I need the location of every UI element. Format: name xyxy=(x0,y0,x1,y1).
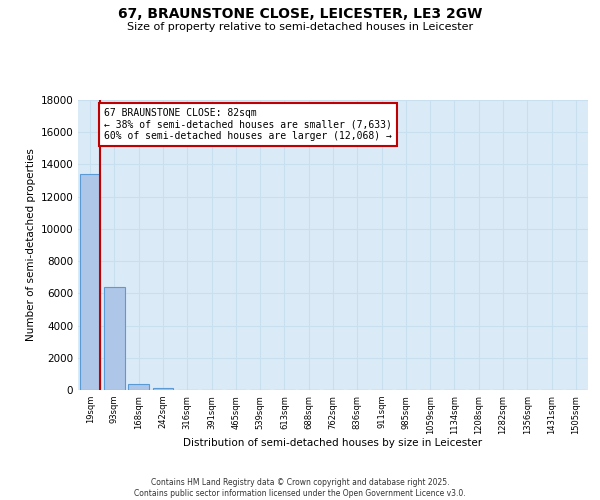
Bar xyxy=(104,287,125,390)
Bar xyxy=(80,174,100,390)
Text: Contains HM Land Registry data © Crown copyright and database right 2025.
Contai: Contains HM Land Registry data © Crown c… xyxy=(134,478,466,498)
Y-axis label: Number of semi-detached properties: Number of semi-detached properties xyxy=(26,148,36,342)
Bar xyxy=(152,388,173,390)
Bar xyxy=(128,384,149,390)
X-axis label: Distribution of semi-detached houses by size in Leicester: Distribution of semi-detached houses by … xyxy=(184,438,482,448)
Text: Size of property relative to semi-detached houses in Leicester: Size of property relative to semi-detach… xyxy=(127,22,473,32)
Text: 67, BRAUNSTONE CLOSE, LEICESTER, LE3 2GW: 67, BRAUNSTONE CLOSE, LEICESTER, LE3 2GW xyxy=(118,8,482,22)
Text: 67 BRAUNSTONE CLOSE: 82sqm
← 38% of semi-detached houses are smaller (7,633)
60%: 67 BRAUNSTONE CLOSE: 82sqm ← 38% of semi… xyxy=(104,108,392,142)
